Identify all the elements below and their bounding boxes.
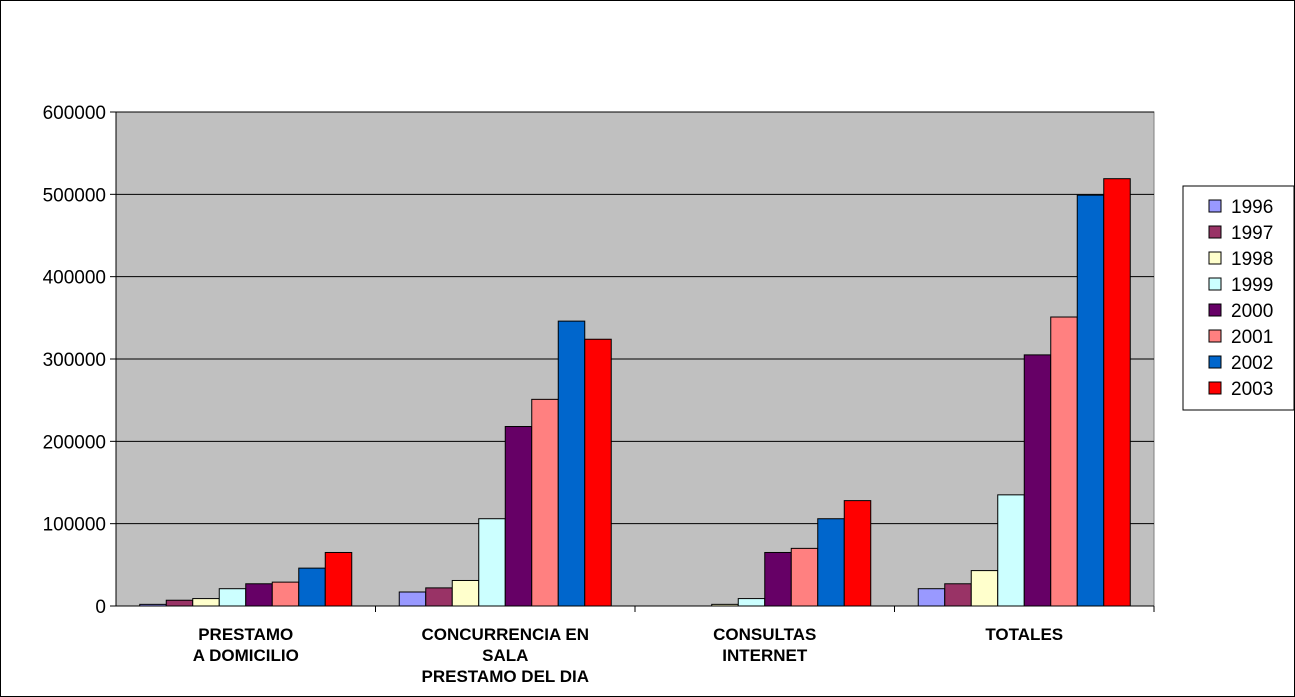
bar (791, 548, 818, 606)
bar (971, 571, 998, 606)
legend-swatch (1209, 252, 1221, 264)
legend-swatch (1209, 356, 1221, 368)
bar (1104, 179, 1131, 606)
x-category-label-line: INTERNET (722, 646, 808, 665)
y-tick-label: 100000 (43, 515, 106, 536)
x-category-label-line: SALA (482, 646, 528, 665)
bar (532, 399, 559, 606)
bar (998, 495, 1025, 606)
bar (426, 588, 453, 606)
x-category-label-line: TOTALES (985, 625, 1063, 644)
x-category-label: CONCURRENCIA EN SALA PRESTAMO DEL DIA (422, 625, 590, 686)
legend-swatch (1209, 278, 1221, 290)
y-tick-label: 400000 (43, 268, 106, 289)
legend: 1996 1997 1998 1999 2000 2001 2002 2003 (1183, 186, 1294, 410)
y-tick-label: 0 (95, 597, 106, 618)
legend-label: 2000 (1231, 301, 1273, 322)
bar (945, 584, 972, 606)
bar (558, 321, 585, 606)
bar (325, 552, 352, 606)
x-category-label-line: PRESTAMO DEL DIA (422, 667, 590, 686)
x-category-label: CONSULTAS INTERNET (713, 625, 816, 665)
x-category-label: PRESTAMO A DOMICILIO (193, 625, 299, 665)
legend-swatch (1209, 304, 1221, 316)
y-tick-label: 200000 (43, 432, 106, 453)
y-axis-ticks: 0 100000 200000 300000 400000 500000 600000 (43, 103, 116, 618)
bar (844, 501, 871, 606)
bar (166, 600, 193, 606)
legend-label: 1997 (1231, 223, 1273, 244)
y-tick-label: 500000 (43, 185, 106, 206)
bar (272, 582, 299, 606)
legend-label: 2001 (1231, 327, 1273, 348)
bar (452, 580, 479, 606)
bar (918, 589, 945, 606)
bar (818, 519, 845, 606)
x-axis-categories: PRESTAMO A DOMICILIO CONCURRENCIA EN SALA PR… (193, 625, 1063, 686)
bar (1077, 195, 1104, 606)
legend-swatch (1209, 330, 1221, 342)
x-category-label-line: CONCURRENCIA EN (422, 625, 590, 644)
x-category-label: TOTALES (985, 625, 1063, 644)
bar (299, 568, 326, 606)
legend-swatch (1209, 382, 1221, 394)
legend-label: 2003 (1231, 379, 1273, 400)
bar (1051, 317, 1078, 606)
x-category-label-line: PRESTAMO (198, 625, 293, 644)
bar (765, 552, 792, 606)
x-category-label-line: A DOMICILIO (193, 646, 299, 665)
bar (246, 584, 273, 606)
bar (479, 519, 506, 606)
bar (505, 427, 532, 606)
bar (193, 599, 220, 606)
legend-label: 1998 (1231, 249, 1273, 270)
legend-label: 1996 (1231, 197, 1273, 218)
legend-swatch (1209, 226, 1221, 238)
y-tick-label: 600000 (43, 103, 106, 124)
bar (738, 599, 765, 606)
bar (219, 589, 246, 606)
bar (399, 592, 426, 606)
legend-box (1183, 186, 1294, 410)
y-tick-label: 300000 (43, 350, 106, 371)
bar (585, 339, 612, 606)
x-category-label-line: CONSULTAS (713, 625, 816, 644)
legend-swatch (1209, 200, 1221, 212)
bar (1024, 355, 1051, 606)
legend-label: 2002 (1231, 353, 1273, 374)
legend-label: 1999 (1231, 275, 1273, 296)
